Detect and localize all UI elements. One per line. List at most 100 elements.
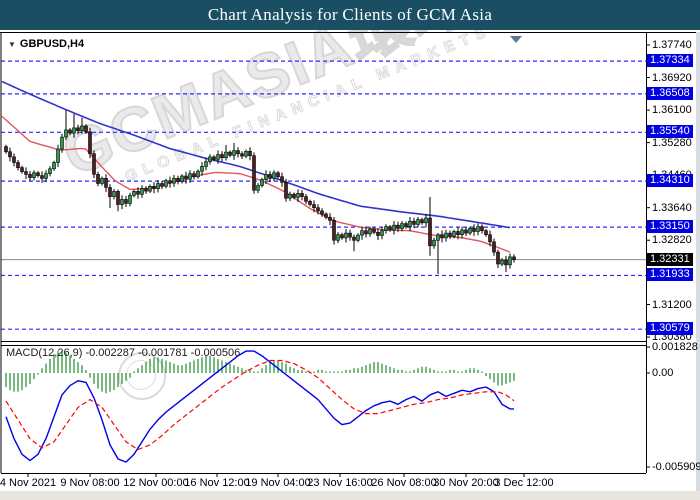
candle-body — [372, 228, 376, 233]
candle-body — [48, 168, 52, 174]
candle-body — [500, 259, 504, 265]
candle-body — [72, 127, 76, 134]
candle-body — [296, 193, 300, 198]
candle-body — [376, 232, 380, 236]
candle-body — [432, 239, 436, 247]
candle-body — [332, 220, 336, 241]
candle-body — [336, 234, 340, 241]
symbol-label: GBPUSD,H4 — [19, 38, 85, 50]
candle-body — [440, 234, 444, 239]
candle-body — [508, 256, 512, 266]
candle-body — [136, 191, 140, 195]
candle-body — [152, 186, 156, 190]
candle-body — [176, 178, 180, 182]
candle-body — [304, 196, 308, 202]
candle-body — [316, 207, 320, 212]
candle-body — [388, 226, 392, 231]
candle-body — [44, 173, 48, 179]
scroll-marker-icon — [510, 36, 522, 43]
bottom-strip — [0, 491, 700, 500]
candle-body — [268, 174, 272, 179]
candle-body — [196, 170, 200, 178]
candle-body — [140, 188, 144, 195]
candle-body — [476, 226, 480, 232]
candle-body — [212, 156, 216, 160]
candle-body — [8, 151, 12, 158]
candle-body — [208, 156, 212, 162]
candle-body — [312, 204, 316, 209]
candle-body — [348, 232, 352, 238]
candle-body — [24, 171, 28, 175]
candle-body — [272, 172, 276, 179]
candle-body — [96, 174, 100, 184]
candle-body — [104, 178, 108, 188]
candle-body — [148, 186, 152, 192]
macd-signal-line — [5, 359, 515, 451]
candle-body — [20, 167, 24, 172]
title-bar: Chart Analysis for Clients of GCM Asia — [0, 0, 700, 30]
candle-body — [224, 151, 228, 159]
candle-body — [460, 229, 464, 235]
candle-body — [156, 183, 160, 189]
candle-body — [76, 127, 80, 132]
candle-body — [328, 216, 332, 221]
candle-body — [160, 183, 164, 187]
candle-body — [364, 230, 368, 235]
symbol-dropdown[interactable]: ▼ GBPUSD,H4 — [8, 38, 84, 50]
candle-body — [168, 180, 172, 184]
candle-body — [112, 191, 116, 197]
macd-indicator-label: MACD(12,26,9) -0.002287 -0.001781 -0.000… — [6, 347, 241, 359]
candle-body — [84, 125, 88, 133]
candle-body — [496, 251, 500, 265]
candle-body — [64, 129, 68, 138]
candle-body — [436, 234, 440, 241]
candle-body — [360, 230, 364, 236]
candle-body — [144, 188, 148, 192]
candle-body — [16, 162, 20, 168]
candle-body — [12, 156, 16, 163]
candle-body — [448, 232, 452, 237]
candle-body — [56, 148, 60, 163]
candle-body — [456, 231, 460, 236]
candle-body — [60, 136, 64, 150]
candle-body — [252, 155, 256, 191]
candle-body — [352, 236, 356, 241]
candle-body — [188, 173, 192, 180]
candle-body — [284, 182, 288, 199]
candle-body — [128, 195, 132, 204]
candle-body — [80, 125, 84, 132]
candle-body — [172, 178, 176, 184]
candle-body — [300, 193, 304, 197]
candle-body — [408, 220, 412, 228]
candle-body — [424, 217, 428, 224]
candle-body — [116, 191, 120, 205]
candle-body — [356, 234, 360, 241]
chevron-down-icon: ▼ — [8, 39, 16, 49]
macd-main-line — [5, 350, 514, 463]
candle-body — [132, 191, 136, 196]
candle-body — [4, 146, 8, 153]
candle-body — [420, 219, 424, 224]
candle-body — [504, 259, 508, 266]
candle-body — [204, 161, 208, 167]
candle-body — [396, 224, 400, 229]
candle-body — [488, 234, 492, 243]
candle-body — [124, 199, 128, 204]
candle-body — [264, 174, 268, 180]
candle-body — [320, 210, 324, 215]
candle-body — [88, 131, 92, 154]
candle-body — [236, 150, 240, 155]
candle-body — [220, 154, 224, 159]
candle-body — [248, 151, 252, 157]
candle-body — [444, 232, 448, 239]
candle-body — [452, 231, 456, 237]
candle-body — [216, 154, 220, 160]
page-title: Chart Analysis for Clients of GCM Asia — [207, 5, 493, 24]
candle-body — [292, 193, 296, 198]
candle-body — [380, 230, 384, 236]
candle-body — [472, 228, 476, 232]
right-strip — [696, 32, 700, 491]
candle-body — [40, 175, 44, 179]
